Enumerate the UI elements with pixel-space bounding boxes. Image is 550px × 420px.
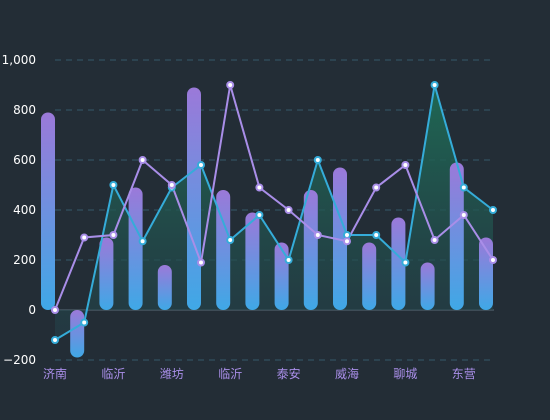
bar [157, 265, 172, 310]
y-tick-label: −200 [3, 353, 36, 367]
x-tick-label: 潍坊 [160, 366, 184, 381]
point-purple [167, 181, 176, 189]
bar [303, 190, 318, 310]
point-purple [401, 161, 410, 169]
point-purple [284, 206, 293, 214]
point-purple [109, 231, 118, 239]
bar [449, 162, 464, 310]
y-tick-label: 0 [28, 303, 36, 317]
point-purple [51, 306, 59, 314]
point-purple [226, 81, 235, 89]
series-line-purple [54, 84, 494, 311]
bar [362, 242, 377, 310]
x-tick-label: 东营 [452, 367, 476, 381]
bar [216, 190, 231, 310]
point-cyan [313, 156, 322, 164]
point-cyan [430, 81, 439, 89]
y-tick-label: 800 [13, 103, 36, 117]
point-purple [430, 236, 439, 244]
point-cyan [109, 181, 118, 189]
bar [274, 242, 289, 310]
bar [245, 212, 260, 310]
point-cyan [226, 236, 235, 244]
line-series [51, 81, 497, 344]
bar [128, 187, 143, 310]
point-cyan [284, 256, 293, 264]
bar [41, 112, 55, 310]
point-purple [343, 237, 351, 246]
x-tick-label: 济南 [43, 366, 67, 381]
y-tick-label: 200 [13, 253, 36, 267]
point-cyan [80, 318, 89, 327]
bar [420, 262, 435, 310]
point-cyan [489, 206, 497, 214]
point-cyan [459, 183, 468, 192]
point-cyan [138, 237, 147, 246]
point-cyan [51, 336, 59, 344]
series-line-cyan [54, 84, 494, 341]
point-purple [313, 231, 322, 239]
x-tick-label: 聊城 [393, 367, 417, 381]
x-tick-label: 威海 [335, 366, 359, 381]
x-tick-label: 泰安 [277, 366, 301, 381]
point-cyan [197, 161, 205, 169]
y-tick-label: 600 [13, 153, 36, 167]
y-tick-label: 1,000 [2, 53, 36, 67]
bar [99, 237, 114, 310]
point-cyan [401, 258, 410, 267]
y-axis-tick-labels: −200 0 200 400 600 800 1,000 [2, 53, 36, 367]
x-tick-label: 临沂 [218, 367, 242, 381]
y-tick-label: 400 [13, 203, 36, 217]
point-purple [459, 211, 468, 219]
point-cyan [343, 231, 351, 239]
bar [187, 87, 201, 310]
bar [391, 217, 406, 310]
point-purple [255, 183, 264, 192]
x-tick-label: 临沂 [101, 367, 125, 381]
point-purple [138, 156, 147, 164]
point-purple [80, 233, 89, 242]
point-purple [489, 256, 497, 264]
point-purple [372, 183, 381, 192]
bar [70, 310, 85, 358]
point-cyan [255, 211, 264, 219]
point-purple [197, 258, 205, 267]
x-axis-tick-labels: 济南 临沂 潍坊 临沂 泰安 威海 聊城 东营 [43, 366, 476, 381]
point-cyan [372, 231, 381, 239]
